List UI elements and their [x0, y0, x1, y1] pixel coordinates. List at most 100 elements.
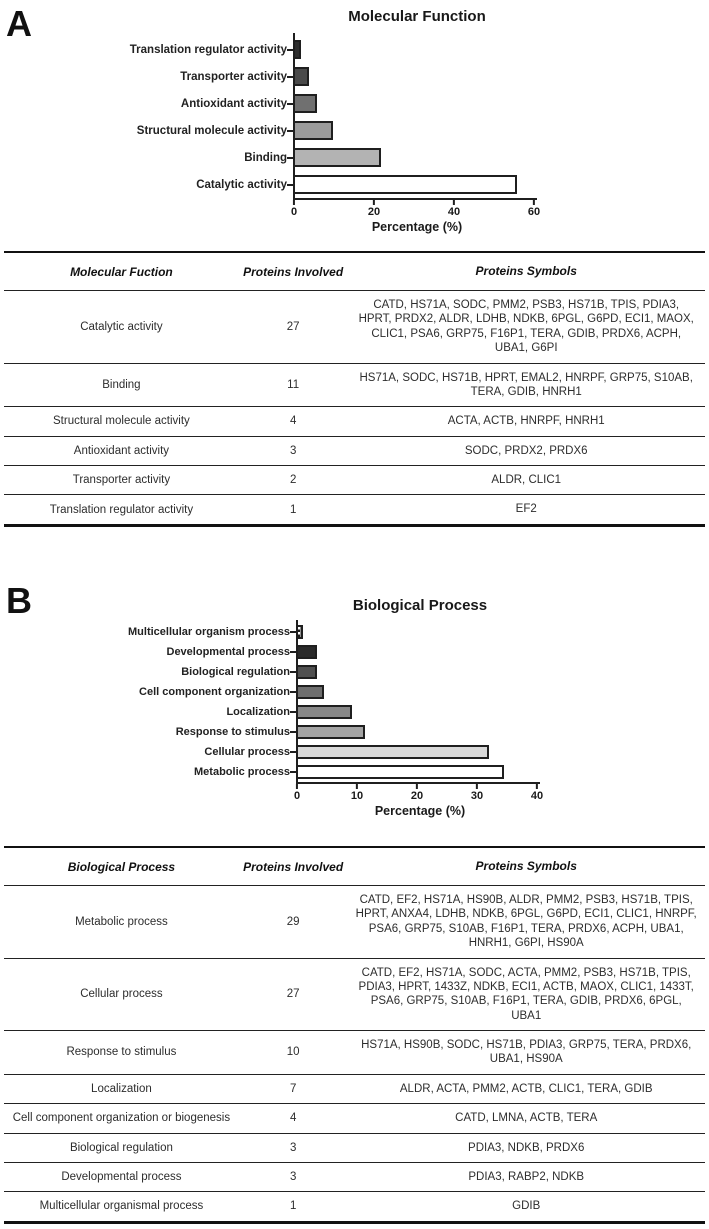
chart-b-bar [296, 645, 317, 659]
chart-b-y-axis [296, 620, 298, 784]
table-a-header-symbols: Proteins Symbols [475, 264, 577, 278]
cell-protein-symbols: GDIB [512, 1200, 541, 1213]
cell-protein-count: 2 [289, 474, 297, 487]
cell-protein-count: 27 [286, 988, 300, 1001]
cell-category: Cell component organization or biogenesi… [12, 1112, 231, 1125]
chart-b-bar-row: Response to stimulus [0, 722, 709, 742]
table-b-header-count: Proteins Involved [243, 859, 344, 874]
y-axis-tick [290, 731, 296, 733]
table-a: Molecular Fuction Proteins Involved Prot… [4, 251, 705, 527]
x-tick-mark [293, 200, 295, 205]
y-axis-tick [287, 48, 293, 51]
chart-b-category-label: Cell component organization [139, 686, 290, 698]
x-tick-mark [533, 200, 535, 205]
x-tick-mark [373, 200, 375, 205]
table-b-header-row: Biological Process Proteins Involved Pro… [4, 848, 705, 885]
y-axis-tick [290, 711, 296, 713]
chart-a-bar [293, 94, 317, 113]
cell-protein-symbols: HS71A, HS90B, SODC, HS71B, PDIA3, GRP75,… [361, 1039, 692, 1066]
chart-a-category-label: Structural molecule activity [136, 124, 287, 137]
cell-protein-count: 10 [286, 1046, 300, 1059]
cell-protein-count: 3 [289, 444, 297, 457]
y-axis-tick [290, 751, 296, 753]
x-tick-mark [296, 784, 298, 789]
cell-category: Metabolic process [75, 915, 168, 928]
chart-b-bar-row: Developmental process [0, 642, 709, 662]
cell-protein-symbols: ACTA, ACTB, HNRPF, HNRH1 [447, 415, 605, 428]
chart-a-bar-row: Catalytic activity [0, 171, 709, 198]
chart-b-bar-row: Cell component organization [0, 682, 709, 702]
chart-a-bar-row: Translation regulator activity [0, 36, 709, 63]
x-tick-label: 60 [527, 206, 541, 218]
cell-protein-count: 11 [287, 378, 300, 391]
cell-protein-count: 4 [289, 1112, 297, 1125]
chart-b-bar-row: Biological regulation [0, 662, 709, 682]
x-tick-label: 20 [367, 206, 381, 218]
table-row: Structural molecule activity 4 ACTA, ACT… [4, 406, 705, 435]
x-tick-label: 0 [290, 206, 298, 218]
cell-protein-count: 4 [289, 415, 297, 428]
cell-protein-symbols: PDIA3, RABP2, NDKB [468, 1170, 585, 1183]
chart-a-x-axis-label: Percentage (%) [371, 220, 463, 234]
cell-protein-count: 3 [289, 1171, 297, 1184]
x-tick-label: 0 [293, 790, 301, 802]
table-row: Cell component organization or biogenesi… [4, 1103, 705, 1132]
table-row: Metabolic process 29 CATD, EF2, HS71A, H… [4, 885, 705, 958]
table-row: Translation regulator activity 1 EF2 [4, 494, 705, 523]
chart-b-bar [296, 705, 352, 719]
chart-b-bar-row: Multicellular organism process [0, 622, 709, 642]
cell-category: Response to stimulus [66, 1046, 177, 1059]
table-row: Localization 7 ALDR, ACTA, PMM2, ACTB, C… [4, 1073, 705, 1103]
x-tick: 20 [411, 784, 423, 802]
cell-protein-count: 29 [286, 915, 300, 928]
x-tick: 0 [291, 200, 297, 218]
x-tick-label: 40 [530, 790, 544, 802]
table-row: Biological regulation 3 PDIA3, NDKB, PRD… [4, 1132, 705, 1162]
cell-protein-symbols: SODC, PRDX2, PRDX6 [464, 444, 588, 457]
x-tick-mark [476, 784, 478, 789]
cell-protein-symbols: ALDR, CLIC1 [491, 474, 562, 486]
x-tick-mark [356, 784, 358, 789]
table-a-header-row: Molecular Fuction Proteins Involved Prot… [4, 253, 705, 290]
chart-b-category-label: Multicellular organism process [128, 626, 290, 638]
table-b-header-category: Biological Process [67, 859, 176, 874]
chart-b-category-label: Response to stimulus [175, 726, 290, 738]
cell-protein-symbols: CATD, LMNA, ACTB, TERA [455, 1112, 598, 1125]
cell-protein-symbols: PDIA3, NDKB, PRDX6 [468, 1141, 585, 1154]
cell-protein-symbols: ALDR, ACTA, PMM2, ACTB, CLIC1, TERA, GDI… [399, 1082, 653, 1095]
table-a-header-count: Proteins Involved [243, 264, 344, 279]
cell-protein-symbols: CATD, HS71A, SODC, PMM2, PSB3, HS71B, TP… [358, 299, 694, 355]
chart-b-bar [296, 685, 325, 699]
cell-protein-count: 27 [286, 320, 300, 333]
y-axis-tick [287, 183, 293, 186]
chart-a-bar [293, 148, 381, 167]
chart-a-bar [293, 121, 333, 140]
cell-category: Multicellular organismal process [39, 1200, 204, 1213]
table-row: Multicellular organismal process 1 GDIB [4, 1191, 705, 1220]
chart-a-category-label: Antioxidant activity [180, 97, 287, 110]
y-axis-tick [290, 771, 296, 773]
cell-category: Cellular process [80, 988, 163, 1001]
y-axis-tick [290, 671, 296, 673]
table-row: Developmental process 3 PDIA3, RABP2, ND… [4, 1161, 705, 1191]
cell-category: Catalytic activity [80, 320, 163, 333]
cell-protein-symbols: CATD, EF2, HS71A, SODC, ACTA, PMM2, PSB3… [358, 966, 694, 1022]
chart-b-bar [296, 725, 365, 739]
table-b: Biological Process Proteins Involved Pro… [4, 846, 705, 1224]
x-tick: 0 [294, 784, 300, 802]
y-axis-tick [290, 691, 296, 693]
chart-a-bar-row: Binding [0, 144, 709, 171]
y-axis-tick [290, 651, 296, 653]
cell-category: Structural molecule activity [53, 415, 190, 428]
x-tick-label: 40 [447, 206, 461, 218]
chart-b-bar-row: Cellular process [0, 742, 709, 762]
x-tick-mark [416, 784, 418, 789]
x-tick: 30 [471, 784, 483, 802]
chart-a-bar-row: Transporter activity [0, 63, 709, 90]
table-row: Catalytic activity 27 CATD, HS71A, SODC,… [4, 290, 705, 363]
chart-b-x-axis-label: Percentage (%) [374, 804, 466, 818]
table-b-header-symbols: Proteins Symbols [475, 859, 577, 873]
y-axis-tick [287, 129, 293, 132]
cell-category: Transporter activity [72, 474, 171, 487]
cell-protein-count: 1 [289, 1200, 297, 1213]
